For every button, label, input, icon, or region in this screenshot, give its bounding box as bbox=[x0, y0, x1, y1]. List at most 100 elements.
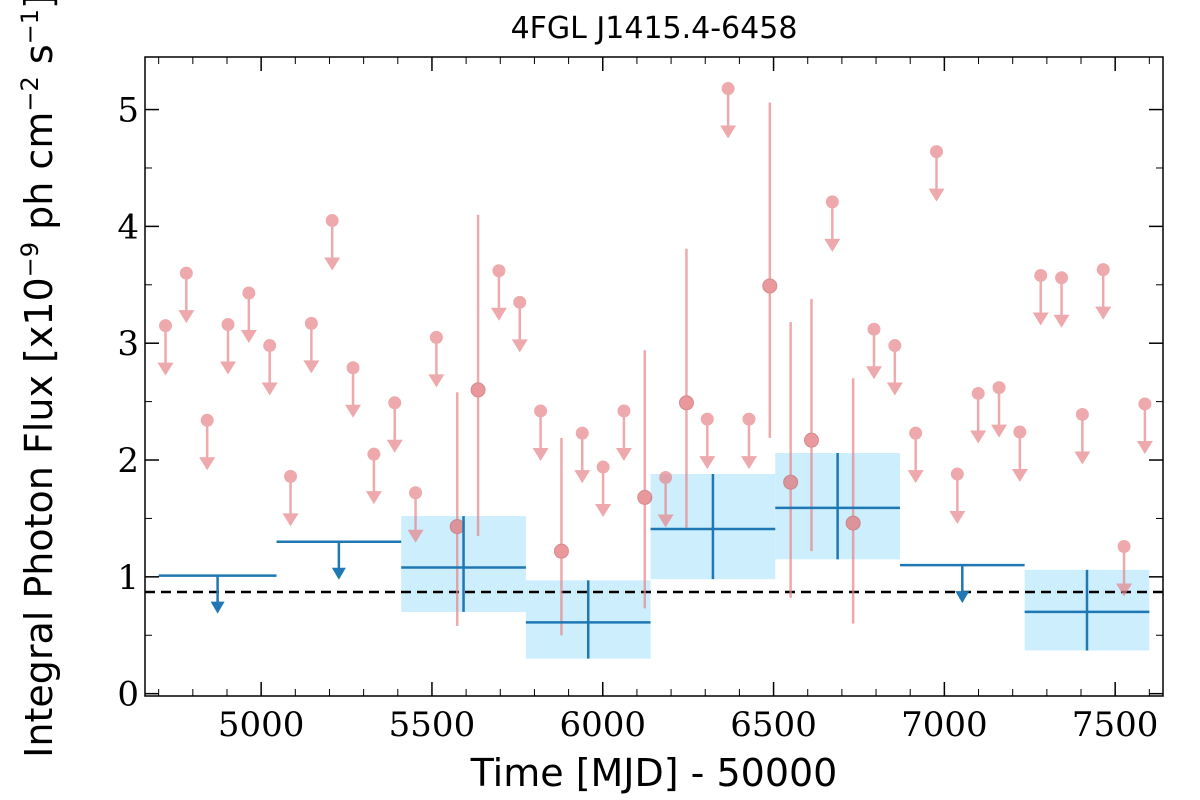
fine-upper-limit-point bbox=[429, 330, 443, 344]
fine-upper-limit-arrow bbox=[511, 339, 528, 353]
fine-upper-limit-point bbox=[492, 264, 506, 278]
fine-upper-limit-arrow bbox=[907, 470, 924, 484]
fine-upper-limit-arrow bbox=[220, 361, 237, 375]
fine-upper-limit-point bbox=[534, 404, 548, 418]
fine-detection-point bbox=[637, 489, 653, 505]
fine-upper-limit-point bbox=[1034, 268, 1048, 282]
fine-upper-limit-arrow bbox=[595, 504, 612, 518]
tick-marks bbox=[145, 57, 1163, 696]
fine-upper-limit-arrow bbox=[720, 125, 737, 139]
fine-detection-point bbox=[449, 519, 465, 535]
fine-upper-limit-point bbox=[617, 404, 631, 418]
fine-upper-limit-point bbox=[721, 82, 735, 96]
fine-upper-limit-arrow bbox=[386, 439, 403, 453]
x-tick-label: 5000 bbox=[218, 705, 305, 745]
fine-upper-limit-point bbox=[242, 286, 256, 300]
y-axis-title-part: Integral Photon Flux [x10 bbox=[17, 277, 61, 758]
fine-upper-limit-point bbox=[1096, 263, 1110, 277]
y-tick-label: 0 bbox=[117, 675, 139, 715]
y-axis-title-exponent: −2 bbox=[16, 76, 44, 111]
fine-detection-point bbox=[762, 278, 778, 294]
fine-upper-limit-point bbox=[346, 361, 360, 375]
fine-upper-limit-point bbox=[950, 467, 964, 481]
fine-upper-limit-point bbox=[659, 471, 673, 485]
fine-upper-limit-arrow bbox=[574, 470, 591, 484]
fine-upper-limit-arrow bbox=[178, 310, 195, 324]
x-axis-title: Time [MJD] - 50000 bbox=[470, 751, 838, 795]
fine-upper-limit-point bbox=[1075, 407, 1089, 421]
fine-detection-point bbox=[803, 432, 819, 448]
chart-title: 4FGL J1415.4-6458 bbox=[511, 11, 798, 46]
plot-frame bbox=[144, 56, 1164, 697]
fine-upper-limit-arrow bbox=[740, 456, 757, 470]
x-tick-label: 6500 bbox=[730, 705, 817, 745]
fine-detection-point bbox=[553, 543, 569, 559]
fine-upper-limit-arrow bbox=[199, 457, 216, 471]
fine-upper-limit-arrow bbox=[1136, 440, 1153, 454]
fine-upper-limit-point bbox=[575, 426, 589, 440]
fine-upper-limit-point bbox=[325, 214, 339, 228]
fine-upper-limit-point bbox=[1013, 425, 1027, 439]
fine-upper-limit-arrow bbox=[407, 529, 424, 543]
x-tick-label: 7500 bbox=[1072, 705, 1159, 745]
fine-upper-limit-arrow bbox=[1011, 468, 1028, 482]
fine-upper-limit-point bbox=[742, 412, 756, 426]
fine-upper-limit-point bbox=[930, 145, 944, 159]
fine-upper-limit-point bbox=[700, 412, 714, 426]
fine-upper-limit-arrow bbox=[261, 382, 278, 396]
y-tick-label: 2 bbox=[117, 441, 139, 481]
fine-upper-limit-arrow bbox=[490, 307, 507, 321]
fine-upper-limit-arrow bbox=[970, 430, 987, 444]
fine-upper-limit-arrow bbox=[532, 447, 549, 461]
y-tick-label: 5 bbox=[117, 91, 139, 131]
axes: 5000 5500 6000 6500 7000 7500 0 1 2 3 4 5 bbox=[117, 57, 1163, 745]
y-axis-title-part: ] bbox=[17, 0, 61, 9]
coarse-upper-limit-arrow bbox=[955, 591, 970, 604]
fine-upper-limit-arrow bbox=[991, 424, 1008, 438]
fine-upper-limit-point bbox=[284, 469, 298, 483]
fine-upper-limit-point bbox=[158, 319, 172, 333]
fine-upper-limit-arrow bbox=[365, 491, 382, 505]
fine-upper-limit-point bbox=[1138, 397, 1152, 411]
fine-upper-limit-arrow bbox=[1074, 451, 1091, 465]
fine-upper-limit-point bbox=[1117, 539, 1131, 553]
fine-upper-limit-point bbox=[596, 460, 610, 474]
fine-upper-limit-point bbox=[1055, 271, 1069, 285]
fine-upper-limit-point bbox=[825, 195, 839, 209]
fine-upper-limit-point bbox=[888, 339, 902, 353]
x-tick-label: 6000 bbox=[559, 705, 646, 745]
fine-upper-limit-arrow bbox=[928, 188, 945, 202]
fine-upper-limit-arrow bbox=[303, 360, 320, 374]
fine-upper-limit-point bbox=[867, 322, 881, 336]
fine-upper-limit-point bbox=[200, 413, 214, 427]
fine-upper-limit-point bbox=[367, 447, 381, 461]
x-tick-label: 5500 bbox=[389, 705, 476, 745]
fine-upper-limit-arrow bbox=[1095, 306, 1112, 320]
fine-upper-limit-arrow bbox=[282, 513, 299, 527]
y-axis-title-part: s bbox=[17, 44, 61, 76]
fine-detection-point bbox=[470, 382, 486, 398]
fine-upper-limit-point bbox=[304, 316, 318, 330]
y-axis-title-exponent: −1 bbox=[16, 9, 44, 44]
fine-upper-limit-point bbox=[388, 396, 402, 410]
fine-upper-limit-arrow bbox=[949, 511, 966, 525]
fine-upper-limit-arrow bbox=[886, 382, 903, 396]
y-tick-label: 4 bbox=[117, 207, 139, 247]
fine-upper-limit-point bbox=[409, 486, 423, 500]
coarse-upper-limit-arrow bbox=[210, 601, 225, 614]
fine-upper-limit-arrow bbox=[157, 362, 174, 376]
fine-upper-limit-arrow bbox=[1032, 312, 1049, 326]
fine-upper-limit-point bbox=[992, 381, 1006, 395]
fine-detection-point bbox=[845, 515, 861, 531]
fine-upper-limit-arrow bbox=[699, 456, 716, 470]
plot-area bbox=[145, 82, 1163, 659]
y-tick-label: 3 bbox=[117, 324, 139, 364]
y-axis-title-exponent: −9 bbox=[16, 242, 44, 277]
fine-upper-limit-arrow bbox=[865, 366, 882, 380]
coarse-upper-limit-arrow bbox=[331, 567, 346, 580]
y-tick-label: 1 bbox=[117, 558, 139, 598]
fine-upper-limit-arrow bbox=[1116, 583, 1133, 597]
fine-upper-limit-arrow bbox=[824, 238, 841, 252]
fine-detection-point bbox=[678, 395, 694, 411]
